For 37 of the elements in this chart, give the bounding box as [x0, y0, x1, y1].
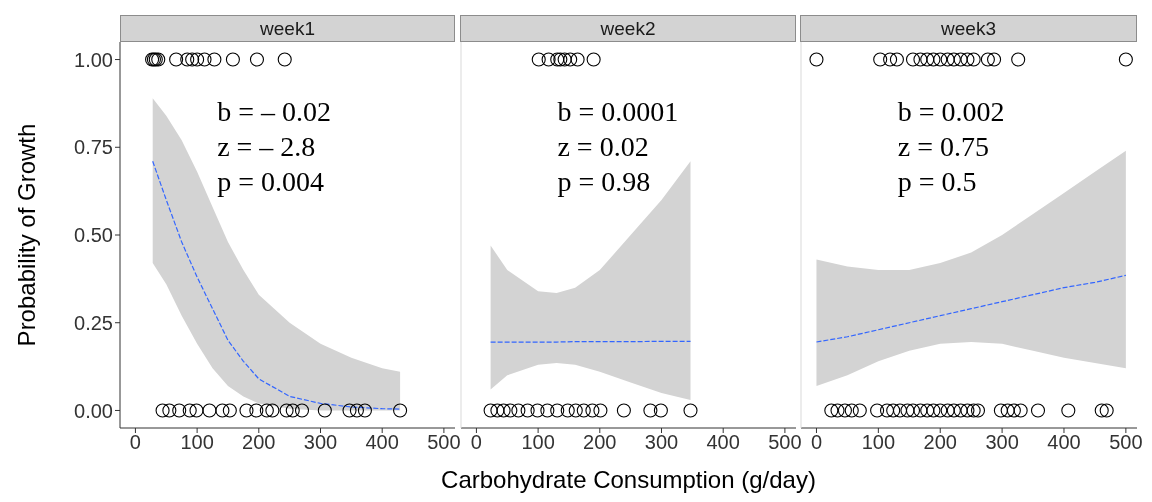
x-tick-label: 500	[427, 431, 461, 454]
x-tick-label: 0	[470, 431, 482, 454]
x-tick-label: 200	[242, 431, 276, 454]
chart-title: week1	[120, 15, 455, 42]
x-tick-label: 500	[768, 431, 802, 454]
x-tick-label: 0	[810, 431, 823, 454]
x-tick-label: 100	[521, 431, 555, 454]
x-tick-label: 300	[985, 431, 1019, 454]
chart-title: week2	[460, 15, 796, 42]
annotation: p = 0.98	[557, 165, 652, 199]
x-tick-label: 200	[583, 431, 617, 454]
annotation: z = – 2.8	[217, 130, 317, 164]
x-tick-label: 400	[365, 431, 399, 454]
annotation: p = 0.004	[217, 165, 325, 199]
x-tick-label: 300	[303, 431, 338, 454]
x-axis-title: Carbohydrate Consumption (g/day)	[440, 466, 817, 494]
annotation: z = 0.02	[557, 130, 650, 164]
x-tick-label: 300	[644, 431, 679, 454]
x-tick-label: 400	[706, 431, 740, 454]
x-tick-label: 100	[861, 431, 896, 454]
x-tick-label: 0	[129, 431, 141, 454]
y-tick-label: 1.00	[74, 48, 113, 71]
y-tick-label: 0.00	[74, 399, 113, 422]
annotation: b = 0.002	[897, 95, 1005, 129]
annotation: z = 0.75	[897, 130, 990, 164]
chart-title: week3	[800, 15, 1137, 42]
x-tick-label: 100	[180, 431, 214, 454]
y-tick-label: 0.75	[74, 136, 113, 159]
annotation: p = 0.5	[897, 165, 978, 199]
x-tick-label: 400	[1047, 431, 1081, 454]
annotation: b = – 0.02	[217, 95, 331, 129]
x-tick-label: 200	[923, 431, 957, 454]
x-tick-label: 500	[1109, 431, 1143, 454]
y-axis-title: Probability of Growth	[12, 123, 40, 347]
annotation: b = 0.0001	[557, 95, 679, 129]
y-tick-label: 0.50	[74, 224, 113, 247]
y-tick-label: 0.25	[74, 311, 113, 334]
